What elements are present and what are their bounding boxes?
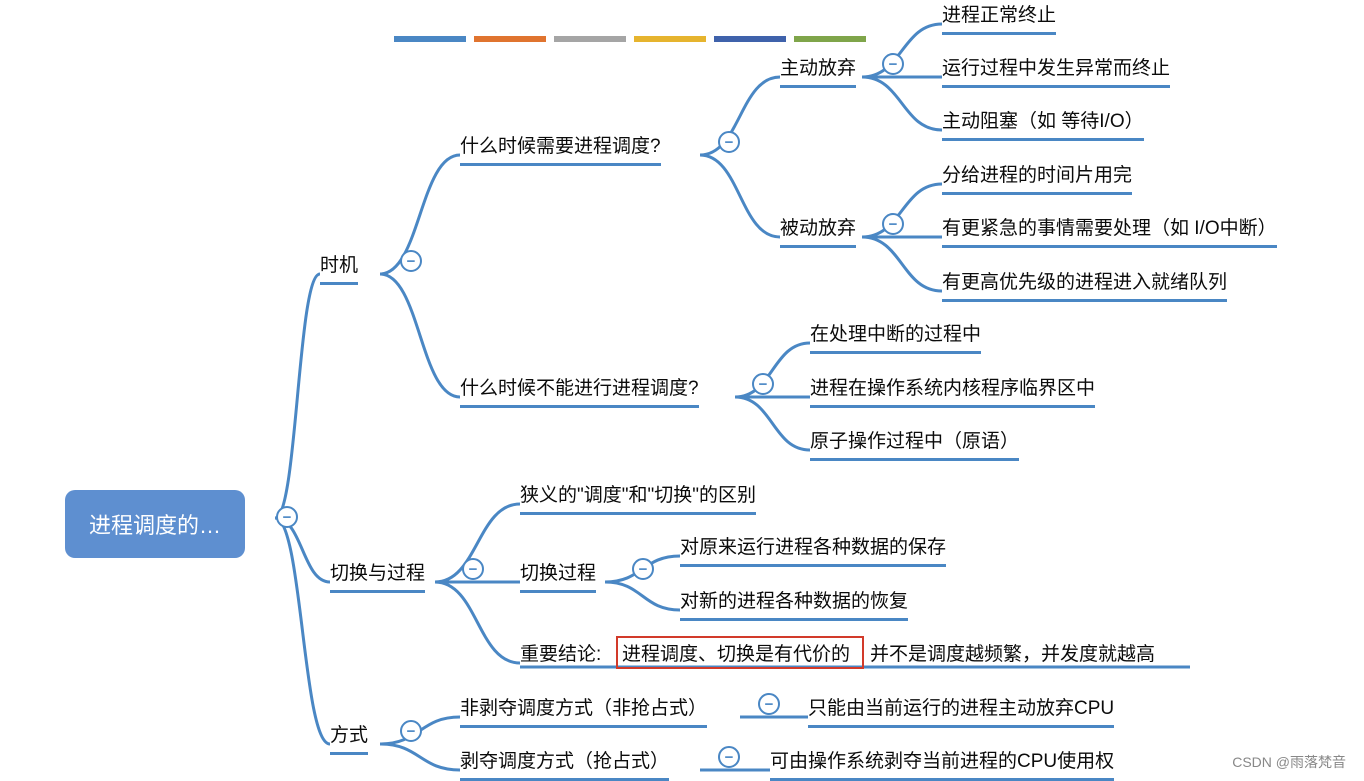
node-t1b2: 进程在操作系统内核程序临界区中 — [810, 373, 1095, 402]
node-t2b1: 对原来运行进程各种数据的保存 — [680, 532, 946, 561]
node-t1b: 什么时候不能进行进程调度? — [460, 373, 699, 402]
node-t1b1: 在处理中断的过程中 — [810, 319, 981, 348]
tg-t3b[interactable]: − — [718, 746, 740, 768]
node-t2c_post: 并不是调度越频繁，并发度就越高 — [870, 639, 1155, 668]
node-t1a2c: 有更高优先级的进程进入就绪队列 — [942, 267, 1227, 296]
tg-root[interactable]: − — [276, 506, 298, 528]
node-t3: 方式 — [330, 720, 368, 749]
node-t1a: 什么时候需要进程调度? — [460, 131, 661, 160]
node-t1a1c: 主动阻塞（如 等待I/O） — [942, 106, 1144, 135]
node-t2a: 狭义的"调度"和"切换"的区别 — [520, 480, 756, 509]
node-t1a1a: 进程正常终止 — [942, 0, 1056, 29]
node-t1a1: 主动放弃 — [780, 53, 856, 82]
node-t3b1: 可由操作系统剥夺当前进程的CPU使用权 — [770, 746, 1114, 775]
node-t2b: 切换过程 — [520, 558, 596, 587]
tg-t1a1[interactable]: − — [882, 53, 904, 75]
node-t3a1: 只能由当前运行的进程主动放弃CPU — [808, 693, 1114, 722]
tg-t2[interactable]: − — [462, 558, 484, 580]
node-t2b2: 对新的进程各种数据的恢复 — [680, 586, 908, 615]
tg-t3[interactable]: − — [400, 720, 422, 742]
root-node: 进程调度的… — [65, 490, 245, 558]
tg-t1a[interactable]: − — [718, 131, 740, 153]
node-t3b: 剥夺调度方式（抢占式） — [460, 746, 669, 775]
tg-t2b[interactable]: − — [632, 558, 654, 580]
watermark: CSDN @雨落梵音 — [1232, 752, 1346, 772]
tg-t1a2[interactable]: − — [882, 213, 904, 235]
highlight-conclusion: 进程调度、切换是有代价的 — [616, 636, 864, 669]
node-t1a2b: 有更紧急的事情需要处理（如 I/O中断） — [942, 213, 1277, 242]
root-label: 进程调度的… — [89, 513, 221, 538]
node-t1a2a: 分给进程的时间片用完 — [942, 160, 1132, 189]
node-t1: 时机 — [320, 250, 358, 279]
tg-t1b[interactable]: − — [752, 373, 774, 395]
highlight-text: 进程调度、切换是有代价的 — [622, 644, 850, 665]
node-t1a1b: 运行过程中发生异常而终止 — [942, 53, 1170, 82]
node-t2c_pre: 重要结论: — [520, 639, 601, 668]
tg-t1[interactable]: − — [400, 250, 422, 272]
node-t1b3: 原子操作过程中（原语） — [810, 426, 1019, 455]
tg-t3a[interactable]: − — [758, 693, 780, 715]
node-t3a: 非剥夺调度方式（非抢占式） — [460, 693, 707, 722]
node-t2: 切换与过程 — [330, 558, 425, 587]
node-t1a2: 被动放弃 — [780, 213, 856, 242]
title-color-bars — [394, 36, 866, 42]
